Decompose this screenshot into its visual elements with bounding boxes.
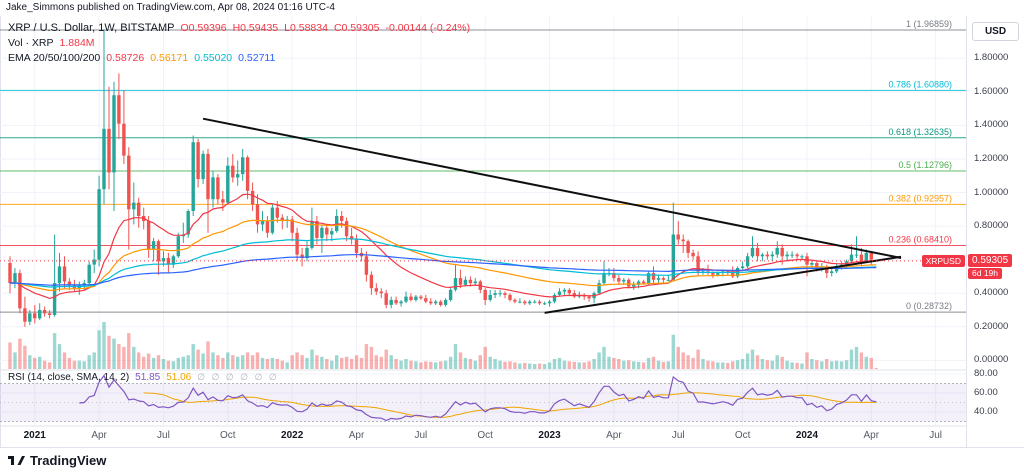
- svg-text:0.5 (1.12796): 0.5 (1.12796): [898, 160, 952, 170]
- svg-text:2023: 2023: [538, 430, 561, 441]
- attribution-bar[interactable]: Jake_Simmons published on TradingView.co…: [0, 0, 1024, 16]
- ema20-line: [9, 193, 877, 300]
- ema200-value: 0.52711: [238, 52, 276, 64]
- svg-text:Jul: Jul: [929, 430, 942, 441]
- ohlc-open: O0.59396: [180, 22, 227, 34]
- svg-text:2021: 2021: [24, 430, 47, 441]
- grid-layer: [0, 16, 966, 426]
- fib-retracement-labels: 1 (1.96859) 0.786 (1.60880) 0.618 (1.32635…: [888, 19, 952, 311]
- svg-text:0.382 (0.92957): 0.382 (0.92957): [888, 193, 952, 203]
- ema50-line: [9, 219, 877, 292]
- symbol-legend-row: XRP / U.S. Dollar, 1W, BITSTAMP O0.59396…: [8, 21, 470, 36]
- svg-text:0.786 (1.60880): 0.786 (1.60880): [888, 79, 952, 89]
- rsi-empty-values: ∅ ∅ ∅ ∅ ∅ ∅: [197, 372, 279, 382]
- rsi-title: RSI (14, close, SMA, 14, 2): [8, 372, 130, 383]
- rsi-ma-value: 51.06: [166, 372, 192, 383]
- price-axis-tick: 1.20000: [974, 152, 1009, 164]
- price-axis-tick: 1.80000: [974, 52, 1009, 64]
- svg-text:Jul: Jul: [414, 430, 427, 441]
- rsi-line: [79, 374, 877, 422]
- fib-retracement-lines[interactable]: [0, 29, 966, 313]
- ohlc-change: -0.00144 (-0.24%): [385, 22, 471, 34]
- ema20-value: 0.58726: [106, 52, 145, 64]
- svg-text:Oct: Oct: [735, 430, 751, 441]
- volume-legend-row: Vol · XRP 1.884M: [8, 36, 470, 51]
- svg-text:Oct: Oct: [477, 430, 493, 441]
- price-axis-tick: 1.60000: [974, 85, 1009, 97]
- bar-countdown: 6d 19h: [968, 267, 1002, 279]
- last-price-label: 0.59305: [968, 253, 1013, 267]
- svg-text:Jul: Jul: [157, 430, 170, 441]
- svg-text:2022: 2022: [281, 430, 304, 441]
- price-axis-tick: 0.80000: [974, 220, 1009, 232]
- footer-bar: TradingView: [0, 447, 1024, 472]
- svg-text:Jul: Jul: [672, 430, 685, 441]
- ema50-value: 0.56171: [150, 52, 189, 64]
- trendline-ascending-support[interactable]: [544, 255, 902, 314]
- price-axis-tick: 1.00000: [974, 186, 1009, 198]
- price-axis-tick: 1.40000: [974, 119, 1009, 131]
- price-axis-tick: 0.20000: [974, 320, 1009, 332]
- rsi-axis-tick: 40.00: [974, 406, 998, 417]
- volume-value: 1.884M: [59, 37, 95, 49]
- ohlc-close: C0.59305: [333, 22, 380, 34]
- svg-text:Apr: Apr: [864, 430, 880, 441]
- ema100-value: 0.55020: [194, 52, 233, 64]
- rsi-axis-tick: 60.00: [974, 387, 998, 398]
- symbol-legend: XRP / U.S. Dollar, 1W, BITSTAMP O0.59396…: [8, 21, 470, 66]
- chart-canvas[interactable]: 1 (1.96859) 0.786 (1.60880) 0.618 (1.32635…: [0, 0, 966, 447]
- svg-text:Oct: Oct: [220, 430, 236, 441]
- tradingview-logo-icon: [8, 455, 25, 465]
- ema-label: EMA 20/50/100/200: [8, 52, 101, 64]
- price-axis-tick: 0.40000: [974, 287, 1009, 299]
- price-axis[interactable]: USD 0.59305 6d 19h 1.80000 1.60000 1.40000…: [966, 0, 1024, 447]
- ema200-line: [9, 254, 877, 286]
- volume-layer: [8, 322, 878, 369]
- ema-legend-row: EMA 20/50/100/200 0.58726 0.56171 0.5502…: [8, 51, 470, 66]
- price-axis-tick: 0.00000: [974, 354, 1009, 366]
- svg-text:0 (0.28732): 0 (0.28732): [906, 301, 952, 311]
- svg-text:Apr: Apr: [606, 430, 622, 441]
- svg-text:Apr: Apr: [91, 430, 107, 441]
- tradingview-logo-text: TradingView: [30, 452, 107, 468]
- tradingview-logo[interactable]: TradingView: [8, 453, 106, 468]
- trendline-descending-resistance[interactable]: [202, 117, 902, 259]
- ohlc-high: H0.59435: [232, 22, 279, 34]
- svg-text:Apr: Apr: [349, 430, 365, 441]
- svg-text:1 (1.96859): 1 (1.96859): [906, 19, 952, 29]
- rsi-layer: [0, 374, 966, 422]
- candles-layer: [8, 29, 878, 327]
- svg-text:2024: 2024: [796, 430, 819, 441]
- svg-text:0.236 (0.68410): 0.236 (0.68410): [888, 235, 952, 245]
- svg-text:0.618 (1.32635): 0.618 (1.32635): [888, 127, 952, 137]
- time-axis-labels: 2021 Apr Jul Oct 2022 Apr Jul Oct 2023 Apr Jul Oct 2…: [24, 430, 942, 441]
- rsi-axis-tick: 80.00: [974, 368, 998, 379]
- volume-label: Vol · XRP: [8, 37, 54, 49]
- rsi-ma-line: [143, 392, 877, 418]
- rsi-legend: RSI (14, close, SMA, 14, 2) 51.85 51.06 …: [8, 372, 279, 383]
- symbol-title: XRP / U.S. Dollar, 1W, BITSTAMP: [8, 22, 175, 34]
- price-tag-symbol: XRPUSD: [921, 254, 965, 267]
- currency-button[interactable]: USD: [972, 22, 1019, 41]
- ohlc-low: L0.58834: [284, 22, 328, 34]
- ema100-line: [9, 238, 877, 288]
- rsi-value: 51.85: [135, 372, 161, 383]
